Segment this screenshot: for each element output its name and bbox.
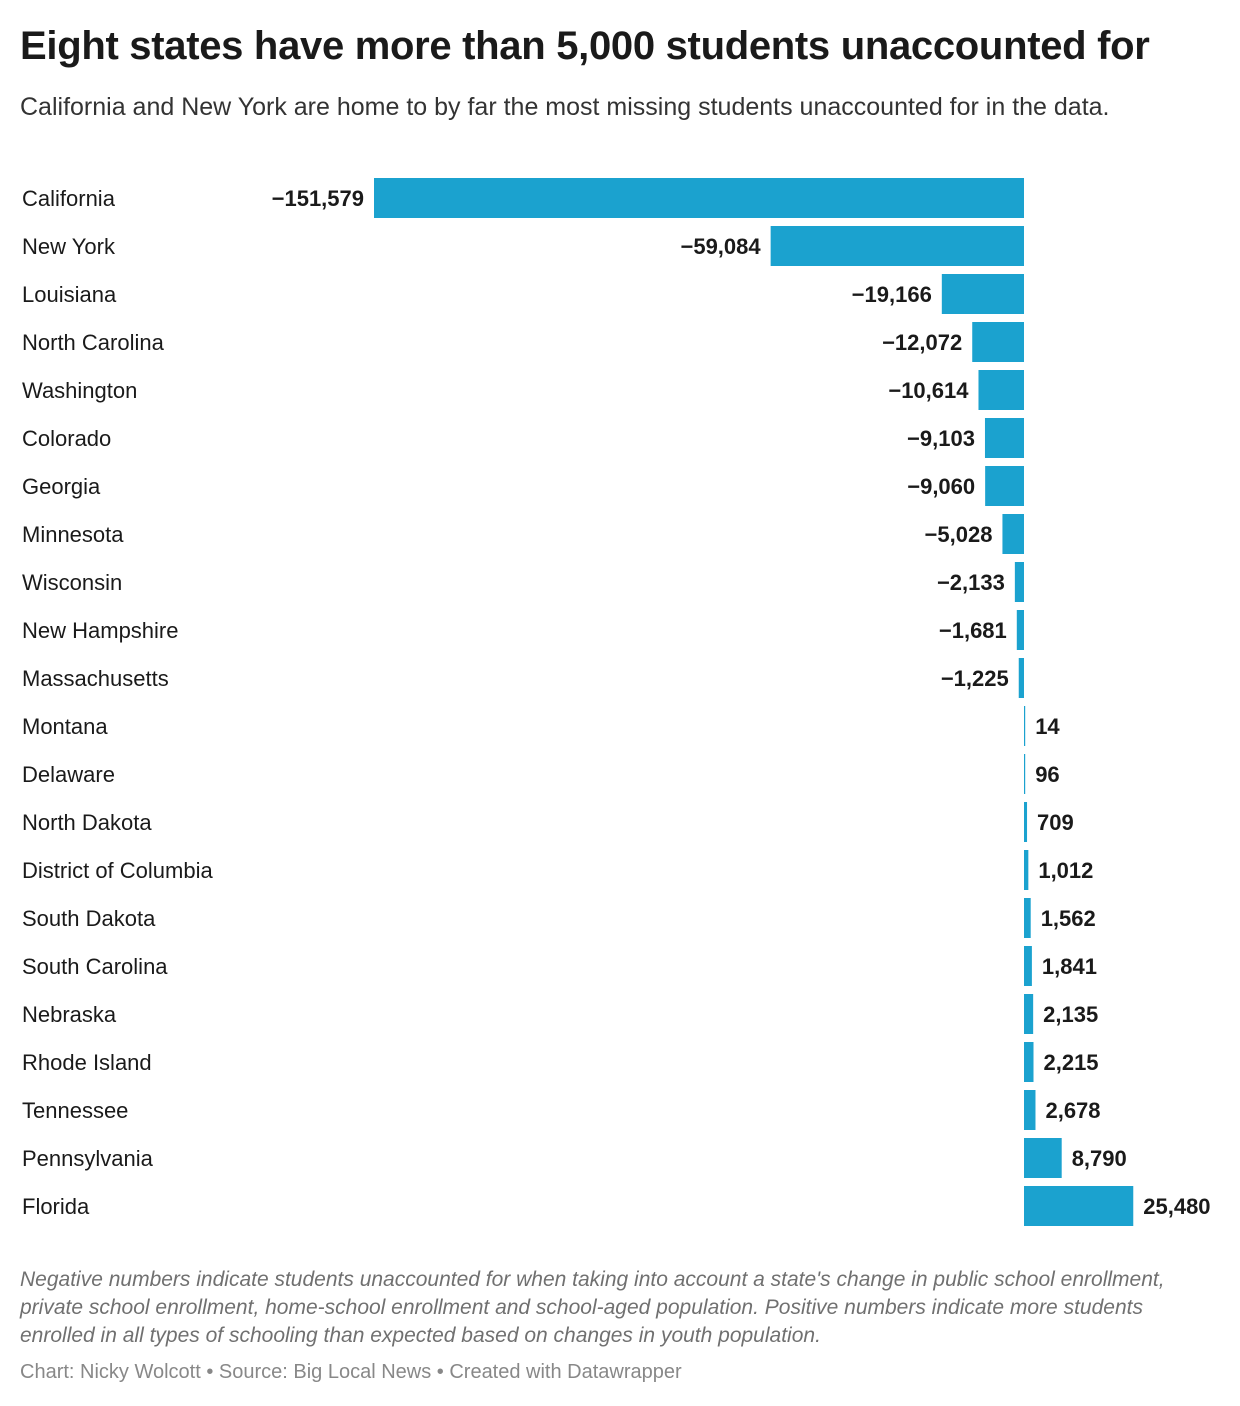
bar-washington [978, 370, 1024, 410]
bar-south-dakota [1024, 898, 1031, 938]
category-label-south-carolina: South Carolina [22, 954, 168, 979]
category-label-georgia: Georgia [22, 474, 101, 499]
value-label-colorado: −9,103 [907, 426, 975, 451]
bar-georgia [985, 466, 1024, 506]
bar-montana [1024, 706, 1026, 746]
category-label-new-york: New York [22, 234, 116, 259]
value-label-pennsylvania: 8,790 [1072, 1146, 1127, 1171]
bar-tennessee [1024, 1090, 1036, 1130]
value-label-georgia: −9,060 [907, 474, 975, 499]
bar-south-carolina [1024, 946, 1032, 986]
chart-credits: Chart: Nicky Wolcott • Source: Big Local… [20, 1361, 682, 1383]
value-label-wisconsin: −2,133 [937, 570, 1005, 595]
category-label-new-hampshire: New Hampshire [22, 618, 179, 643]
value-label-new-hampshire: −1,681 [939, 618, 1007, 643]
value-label-delaware: 96 [1035, 762, 1059, 787]
bar-pennsylvania [1024, 1138, 1062, 1178]
bar-california [374, 178, 1024, 218]
value-label-louisiana: −19,166 [852, 282, 932, 307]
bar-rhode-island [1024, 1042, 1034, 1082]
value-label-massachusetts: −1,225 [941, 666, 1009, 691]
value-label-north-dakota: 709 [1037, 810, 1074, 835]
bar-new-hampshire [1016, 610, 1024, 650]
value-label-north-carolina: −12,072 [882, 330, 962, 355]
chart-subtitle: California and New York are home to by f… [20, 93, 1110, 121]
value-label-new-york: −59,084 [680, 234, 761, 259]
category-label-north-carolina: North Carolina [22, 330, 165, 355]
category-label-washington: Washington [22, 378, 137, 403]
bar-district-of-columbia [1024, 850, 1029, 890]
value-label-district-of-columbia: 1,012 [1038, 858, 1093, 883]
bar-chart: California −151,579 New York −59,084 Louisia… [22, 178, 1211, 1226]
value-label-washington: −10,614 [888, 378, 969, 403]
category-label-wisconsin: Wisconsin [22, 570, 122, 595]
category-label-colorado: Colorado [22, 426, 111, 451]
bar-north-carolina [972, 322, 1024, 362]
bar-minnesota [1002, 514, 1024, 554]
value-label-florida: 25,480 [1143, 1194, 1210, 1219]
category-label-rhode-island: Rhode Island [22, 1050, 152, 1075]
value-label-rhode-island: 2,215 [1043, 1050, 1098, 1075]
category-label-delaware: Delaware [22, 762, 115, 787]
bar-new-york [770, 226, 1024, 266]
value-label-nebraska: 2,135 [1043, 1002, 1098, 1027]
category-label-louisiana: Louisiana [22, 282, 117, 307]
bar-colorado [984, 418, 1024, 458]
value-label-montana: 14 [1035, 714, 1060, 739]
category-label-florida: Florida [22, 1194, 90, 1219]
value-label-south-carolina: 1,841 [1042, 954, 1097, 979]
category-label-minnesota: Minnesota [22, 522, 124, 547]
bar-nebraska [1024, 994, 1034, 1034]
chart-notes: Negative numbers indicate students unacc… [20, 1268, 1165, 1347]
category-label-north-dakota: North Dakota [22, 810, 152, 835]
value-label-south-dakota: 1,562 [1041, 906, 1096, 931]
category-label-montana: Montana [22, 714, 108, 739]
category-label-california: California [22, 186, 116, 211]
category-label-south-dakota: South Dakota [22, 906, 156, 931]
bar-massachusetts [1018, 658, 1024, 698]
category-label-tennessee: Tennessee [22, 1098, 128, 1123]
bar-wisconsin [1014, 562, 1024, 602]
bar-florida [1024, 1186, 1134, 1226]
value-label-tennessee: 2,678 [1045, 1098, 1100, 1123]
category-label-massachusetts: Massachusetts [22, 666, 169, 691]
bar-louisiana [941, 274, 1024, 314]
bar-north-dakota [1024, 802, 1028, 842]
category-label-district-of-columbia: District of Columbia [22, 858, 213, 883]
category-label-nebraska: Nebraska [22, 1002, 117, 1027]
chart-title: Eight states have more than 5,000 studen… [20, 24, 1150, 68]
value-label-california: −151,579 [272, 186, 364, 211]
bar-delaware [1024, 754, 1026, 794]
value-label-minnesota: −5,028 [925, 522, 993, 547]
category-label-pennsylvania: Pennsylvania [22, 1146, 154, 1171]
